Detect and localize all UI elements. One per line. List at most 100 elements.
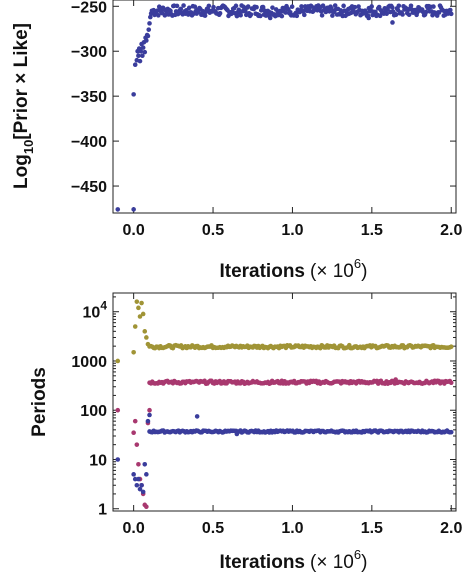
plot-frame bbox=[112, 0, 457, 214]
y-axis-label: Log10[Prior × Like] bbox=[11, 23, 36, 189]
data-point bbox=[147, 21, 152, 26]
axis-ticks: 0.0 0.5 1.0 1.5 2.0 1 10 100 1000 104 bbox=[71, 293, 462, 537]
data-point bbox=[144, 504, 149, 510]
data-point bbox=[148, 14, 153, 20]
data-point bbox=[131, 472, 136, 477]
data-point bbox=[142, 329, 148, 334]
data-point bbox=[140, 45, 146, 50]
data-point bbox=[138, 48, 144, 54]
data-point bbox=[341, 3, 346, 9]
x-tick-label: 0.5 bbox=[202, 222, 224, 239]
data-point bbox=[136, 476, 141, 482]
y-tick-label: −450 bbox=[71, 179, 107, 196]
likelihood-trace-panel: 0.0 0.5 1.0 1.5 2.0 −250 −300 −350 −400 −450 Iter… bbox=[11, 0, 462, 282]
data-point bbox=[132, 418, 138, 424]
data-point bbox=[279, 13, 285, 19]
data-point bbox=[146, 27, 152, 32]
plot-frame bbox=[112, 292, 457, 512]
data-point bbox=[134, 442, 140, 447]
data-point bbox=[211, 4, 216, 10]
data-point bbox=[408, 3, 414, 9]
data-point bbox=[393, 12, 399, 18]
data-point bbox=[390, 20, 395, 25]
data-point bbox=[132, 62, 138, 68]
y-tick-label: −300 bbox=[71, 44, 107, 61]
x-axis-label: Iterations bbox=[219, 261, 305, 282]
data-point bbox=[174, 3, 180, 9]
data-point bbox=[376, 4, 382, 10]
data-point bbox=[384, 11, 389, 16]
data-point bbox=[217, 10, 223, 16]
data-point bbox=[140, 53, 145, 59]
data-point bbox=[270, 5, 275, 10]
data-point bbox=[366, 15, 371, 21]
data-point bbox=[137, 58, 143, 64]
data-point bbox=[115, 358, 121, 364]
data-point bbox=[448, 11, 454, 17]
data-point bbox=[302, 12, 307, 18]
data-point bbox=[260, 4, 266, 10]
data-point bbox=[243, 8, 248, 14]
data-point bbox=[352, 4, 358, 10]
data-point bbox=[144, 335, 149, 340]
data-point bbox=[299, 4, 304, 9]
data-point bbox=[258, 13, 263, 19]
data-point bbox=[233, 3, 239, 9]
data-point bbox=[294, 13, 300, 19]
data-point bbox=[423, 9, 429, 15]
y-tick-label: 104 bbox=[83, 299, 108, 322]
data-point bbox=[192, 4, 198, 9]
y-tick-label: 100 bbox=[80, 403, 107, 420]
y-tick-label: 1 bbox=[98, 502, 107, 519]
data-point bbox=[356, 4, 361, 9]
data-point bbox=[115, 207, 121, 212]
data-point bbox=[194, 414, 200, 419]
data-point bbox=[267, 15, 273, 21]
y-tick-label: 10 bbox=[89, 452, 107, 469]
data-point bbox=[436, 10, 442, 15]
data-point bbox=[332, 3, 338, 8]
data-point bbox=[254, 4, 259, 10]
data-point bbox=[131, 430, 136, 435]
data-point bbox=[115, 457, 121, 462]
data-point bbox=[283, 10, 288, 15]
data-point bbox=[137, 314, 143, 319]
data-point bbox=[144, 472, 149, 477]
data-point bbox=[142, 461, 148, 467]
data-point bbox=[140, 489, 146, 495]
data-point bbox=[147, 407, 152, 413]
data-points bbox=[115, 299, 454, 510]
data-point bbox=[145, 33, 151, 39]
data-point bbox=[234, 431, 240, 437]
data-point bbox=[115, 407, 121, 413]
y-tick-label: −250 bbox=[71, 0, 107, 16]
data-point bbox=[448, 7, 453, 13]
data-point bbox=[186, 5, 192, 11]
x-tick-label: 1.0 bbox=[281, 222, 303, 239]
data-point bbox=[234, 13, 240, 19]
data-point bbox=[142, 49, 148, 55]
data-point bbox=[400, 12, 405, 17]
data-point bbox=[139, 300, 144, 306]
data-point bbox=[134, 299, 140, 304]
data-point bbox=[131, 207, 136, 212]
y-axis-label: Periods bbox=[29, 367, 50, 437]
data-point bbox=[329, 6, 334, 11]
data-point bbox=[136, 461, 141, 467]
data-point bbox=[202, 13, 208, 18]
x-tick-label: 0.5 bbox=[202, 520, 224, 537]
data-point bbox=[134, 482, 140, 488]
data-point bbox=[389, 5, 395, 10]
data-point bbox=[131, 92, 136, 97]
data-point bbox=[181, 3, 186, 8]
data-point bbox=[132, 476, 138, 482]
data-point bbox=[145, 418, 151, 424]
data-point bbox=[238, 12, 243, 18]
x-axis-label: Iterations bbox=[219, 552, 305, 573]
data-point bbox=[156, 13, 161, 18]
data-point bbox=[206, 3, 212, 9]
data-point bbox=[320, 3, 326, 8]
x-tick-label: 1.5 bbox=[361, 222, 383, 239]
data-point bbox=[248, 12, 254, 17]
data-point bbox=[406, 12, 412, 18]
